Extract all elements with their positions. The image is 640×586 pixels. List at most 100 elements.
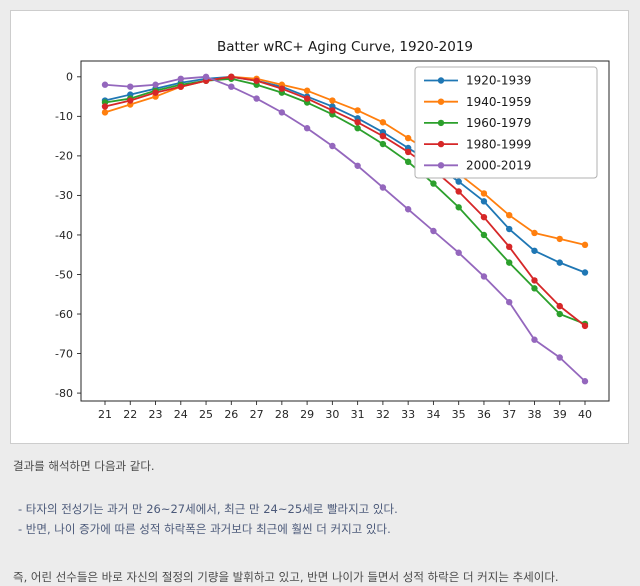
data-point-1980-1999 [253,77,260,84]
x-tick-label: 36 [477,408,491,421]
data-point-1940-1959 [556,235,563,243]
data-point-1980-1999 [101,103,109,110]
x-tick-label: 35 [452,408,466,421]
data-point-2000-2019 [404,206,412,213]
y-tick-label: -60 [55,308,73,321]
y-tick-label: -30 [55,189,73,202]
x-tick-label: 30 [325,408,339,421]
x-tick-label: 34 [426,408,440,421]
data-point-1980-1999 [531,277,538,284]
legend-label: 2000-2019 [466,159,531,173]
data-point-1920-1939 [556,259,563,266]
data-point-2000-2019 [506,298,513,306]
data-point-1940-1959 [303,87,311,94]
notes-bullet-2: - 반면, 나이 증가에 따른 성적 하락폭은 과거보다 최근에 훨씬 더 커지… [18,522,391,537]
data-point-1940-1959 [531,229,538,237]
data-point-2000-2019 [354,162,361,169]
notes-block: 결과를 해석하면 다음과 같다. - 타자의 전성기는 과거 만 26~27세에… [13,455,628,586]
data-point-1920-1939 [531,247,538,254]
data-point-1940-1959 [506,211,513,219]
y-tick-label: 0 [66,71,73,84]
x-tick-label: 23 [149,408,163,421]
data-point-1920-1939 [506,225,513,233]
data-point-2000-2019 [455,249,462,256]
data-point-2000-2019 [430,227,437,235]
legend-marker [437,140,445,148]
x-tick-label: 40 [578,408,592,421]
x-tick-label: 37 [502,408,516,421]
x-tick-label: 39 [553,408,567,421]
data-point-1980-1999 [404,148,412,156]
data-point-1940-1959 [354,107,361,114]
data-point-2000-2019 [581,378,589,385]
data-point-1940-1959 [581,241,589,249]
chart-figure: Batter wRC+ Aging Curve, 1920-2019 0 -10 -… [10,10,629,444]
data-point-2000-2019 [152,81,159,88]
legend-box [414,66,598,179]
y-tick-label: -40 [55,229,73,242]
chart-title: Batter wRC+ Aging Curve, 1920-2019 [217,39,473,55]
x-tick-label: 32 [376,408,390,421]
data-point-1940-1959 [480,190,488,197]
notes-conclusion: 즉, 어린 선수들은 바로 자신의 절정의 기량을 발휘하고 있고, 반면 나이… [13,570,559,585]
data-point-1960-1979 [480,231,488,239]
data-point-2000-2019 [480,273,488,280]
notes-intro: 결과를 해석하면 다음과 같다. [13,459,155,473]
data-point-1940-1959 [329,97,336,104]
data-point-1980-1999 [177,83,184,90]
x-tick-label: 26 [224,408,238,421]
data-point-1980-1999 [228,73,235,81]
x-tick-label: 33 [401,408,415,421]
x-tick-label: 31 [351,408,365,421]
data-point-1960-1979 [455,204,462,211]
legend-marker [437,162,445,169]
chart-canvas: Batter wRC+ Aging Curve, 1920-2019 0 -10 -… [55,39,610,421]
data-point-2000-2019 [228,83,235,90]
notes-bullet-1: - 타자의 전성기는 과거 만 26~27세에서, 최근 만 24~25세로 빨… [18,501,398,516]
series-line-1980-1999 [104,75,586,327]
series-line-2000-2019 [104,75,586,382]
x-tick-label: 28 [275,408,289,421]
data-point-2000-2019 [556,354,563,361]
data-point-1920-1939 [581,269,589,276]
x-tick-label: 24 [174,408,188,421]
data-point-2000-2019 [177,75,184,82]
x-tick-label: 29 [300,408,314,421]
data-point-1980-1999 [127,97,134,104]
data-point-2000-2019 [379,184,387,191]
data-point-1960-1979 [531,285,538,292]
data-point-1960-1979 [430,180,437,187]
data-point-1940-1959 [404,134,412,142]
data-point-2000-2019 [127,83,134,90]
series-line-1960-1979 [104,77,586,325]
data-point-1980-1999 [303,95,311,102]
data-point-1960-1979 [379,140,387,148]
data-point-1960-1979 [354,125,361,132]
legend-marker [437,98,445,105]
data-point-2000-2019 [101,81,109,88]
legend-marker [437,119,445,127]
data-point-2000-2019 [278,109,286,116]
data-point-1920-1939 [455,178,462,185]
data-point-1960-1979 [506,259,513,266]
data-point-1960-1979 [556,310,563,318]
data-point-1980-1999 [354,119,361,126]
data-point-1980-1999 [556,302,563,310]
series-line-1920-1939 [104,75,586,274]
data-point-1980-1999 [581,322,589,330]
data-point-1980-1999 [379,132,387,140]
data-point-1960-1979 [404,158,412,166]
data-point-1940-1959 [379,119,387,126]
data-point-1980-1999 [480,213,488,221]
y-tick-label: -80 [55,387,73,400]
plot-border [80,60,610,402]
data-point-2000-2019 [303,125,311,132]
y-tick-label: -20 [55,150,73,163]
x-tick-label: 25 [199,408,213,421]
data-point-2000-2019 [253,95,260,102]
data-point-2000-2019 [329,142,336,150]
legend-marker [437,77,445,84]
y-tick-label: -70 [55,347,73,360]
x-tick-label: 27 [250,408,264,421]
